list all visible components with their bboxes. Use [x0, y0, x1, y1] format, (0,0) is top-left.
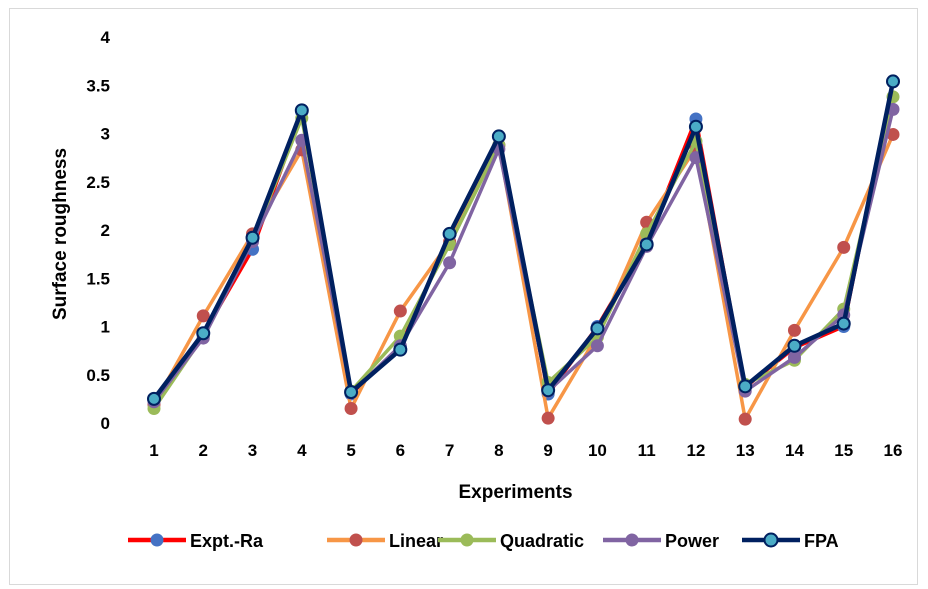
- x-tick-label: 11: [638, 441, 656, 460]
- chart-area: 0 0.5 1 1.5 2 2.5 3 3.5 4 1 2 3 4 5 6 7 8 9 10 11 12 13 14 15 1…: [9, 8, 918, 585]
- legend-label: Quadratic: [500, 531, 584, 551]
- x-tick-label: 3: [248, 441, 257, 460]
- x-tick-label: 6: [396, 441, 405, 460]
- data-point: [147, 391, 161, 406]
- legend-item: FPA: [742, 531, 839, 551]
- x-tick-label: 10: [588, 441, 607, 460]
- series-expt-ra: [147, 74, 900, 406]
- x-tick-label: 5: [346, 441, 355, 460]
- legend-label: Power: [665, 531, 719, 551]
- x-tick-label: 9: [543, 441, 552, 460]
- y-tick-label: 1.5: [86, 269, 110, 288]
- legend-marker: [625, 533, 639, 547]
- data-point: [886, 127, 900, 141]
- y-tick-label: 0: [101, 414, 110, 433]
- data-point: [590, 321, 605, 336]
- y-tick-label: 0.5: [86, 366, 110, 385]
- data-point: [738, 412, 752, 426]
- y-tick-label: 2: [101, 221, 110, 240]
- x-axis-title: Experiments: [458, 482, 572, 503]
- data-point: [196, 309, 210, 323]
- data-point: [836, 316, 851, 331]
- legend: Expt.-Ra Linear Quadratic Power FPA: [128, 531, 839, 551]
- data-point: [393, 342, 408, 357]
- x-tick-label: 8: [494, 441, 503, 460]
- x-tick-label: 7: [445, 441, 454, 460]
- y-axis-title: Surface roughness: [50, 148, 71, 320]
- data-point: [344, 402, 358, 416]
- data-point: [787, 338, 802, 353]
- data-point: [344, 385, 359, 400]
- x-tick-label: 14: [785, 441, 804, 460]
- x-axis-ticks: 1 2 3 4 5 6 7 8 9 10 11 12 13 14 15 16: [149, 441, 902, 460]
- data-point: [787, 323, 801, 337]
- x-tick-label: 16: [884, 441, 903, 460]
- data-point: [837, 240, 851, 254]
- series-line: [152, 80, 896, 401]
- legend-marker: [763, 532, 779, 548]
- x-tick-label: 15: [834, 441, 853, 460]
- legend-label: FPA: [804, 531, 839, 551]
- data-point: [886, 74, 900, 89]
- data-point: [787, 350, 801, 364]
- data-point: [294, 103, 309, 118]
- x-tick-label: 4: [297, 441, 307, 460]
- legend-item: Quadratic: [438, 531, 584, 551]
- legend-item: Linear: [327, 531, 443, 551]
- y-tick-label: 3.5: [86, 76, 110, 95]
- data-point: [541, 411, 555, 425]
- line-chart: 00.511.522.533.54 1 2 3 4 5 6 7 8 9 10 11 12 13 14 15 1…: [50, 28, 902, 551]
- data-point: [590, 339, 604, 353]
- y-tick-label: 2.5: [86, 173, 110, 192]
- legend-item: Power: [603, 531, 719, 551]
- data-point: [541, 383, 556, 398]
- data-point: [196, 326, 211, 341]
- data-point: [688, 119, 703, 134]
- data-point: [639, 237, 654, 252]
- x-tick-label: 2: [199, 441, 208, 460]
- x-tick-label: 1: [149, 441, 158, 460]
- y-axis-ticks: 0 0.5 1 1.5 2 2.5 3 3.5 4: [86, 28, 110, 433]
- x-tick-label: 12: [686, 441, 705, 460]
- legend-marker: [150, 533, 164, 547]
- y-tick-label: 4: [101, 28, 111, 47]
- data-point: [442, 226, 457, 241]
- legend-marker: [460, 533, 474, 547]
- data-point: [245, 230, 260, 245]
- legend-label: Expt.-Ra: [190, 531, 264, 551]
- data-point: [738, 379, 753, 394]
- y-tick-label: 1: [101, 318, 110, 337]
- x-tick-label: 13: [736, 441, 755, 460]
- y-tick-label: 3: [101, 125, 110, 144]
- data-point: [443, 256, 457, 270]
- legend-marker: [349, 533, 363, 547]
- legend-item: Expt.-Ra: [128, 531, 264, 551]
- legend-label: Linear: [389, 531, 443, 551]
- data-point: [491, 129, 506, 144]
- data-point: [393, 304, 407, 318]
- series-fpa: [147, 74, 900, 406]
- series-group: [147, 74, 900, 426]
